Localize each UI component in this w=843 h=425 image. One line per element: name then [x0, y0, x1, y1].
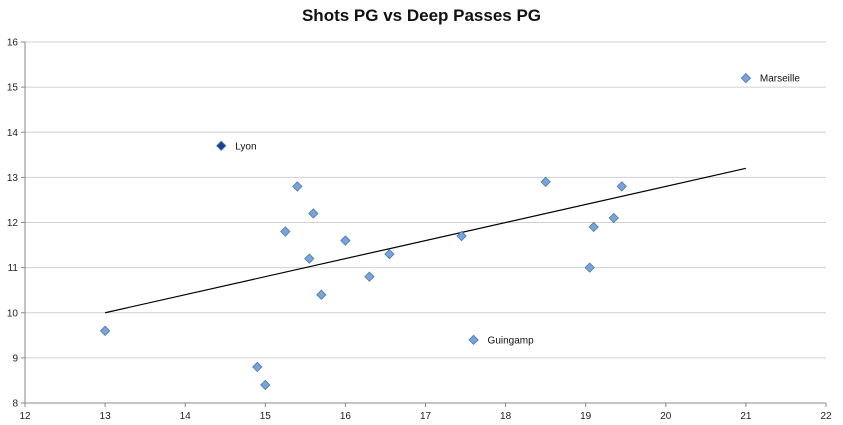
data-points: [99, 72, 752, 391]
data-point: [740, 72, 752, 84]
x-tick-label: 14: [180, 411, 192, 422]
gridlines: [25, 41, 826, 359]
axes: [21, 41, 827, 407]
data-point: [292, 181, 303, 192]
data-point: [308, 208, 319, 219]
x-tick-label: 21: [740, 411, 752, 422]
data-point: [316, 289, 327, 300]
data-point: [456, 230, 467, 242]
y-tick-label: 15: [7, 83, 19, 94]
data-point: [608, 212, 619, 224]
data-point: [252, 361, 263, 373]
data-point: [588, 221, 599, 233]
x-tick-label: 17: [420, 411, 432, 422]
y-tick-label: 12: [7, 218, 19, 229]
x-tick-label: 13: [100, 411, 112, 422]
x-tick-label: 20: [660, 411, 672, 422]
x-tick-labels: 12 13 14 15 16 17 18 19 20 21 22: [19, 411, 832, 422]
y-tick-label: 9: [12, 353, 18, 364]
x-tick-label: 15: [260, 411, 272, 422]
y-tick-labels: 8 9 10 11 12 13 14 15 16: [7, 38, 19, 410]
y-tick-label: 14: [7, 128, 19, 139]
data-point: [468, 334, 479, 345]
trendline: [104, 167, 747, 314]
data-point: [584, 262, 595, 273]
x-tick-label: 12: [19, 411, 31, 422]
trendline-group: [104, 167, 747, 314]
data-point: [99, 325, 111, 336]
x-tick-label: 16: [340, 411, 352, 422]
data-point: [384, 248, 395, 260]
y-tick-label: 11: [8, 263, 19, 274]
point-label: Lyon: [235, 141, 256, 152]
x-tick-label: 22: [820, 411, 832, 422]
data-point: [616, 181, 627, 192]
data-point: [260, 379, 271, 391]
point-label: Marseille: [760, 74, 800, 85]
y-tick-label: 8: [12, 399, 18, 410]
x-tick-label: 18: [500, 411, 512, 422]
point-label: Guingamp: [488, 335, 535, 346]
data-point: [216, 140, 227, 151]
y-tick-label: 16: [7, 38, 19, 49]
x-tick-label: 19: [580, 411, 592, 422]
data-point: [280, 226, 291, 237]
y-tick-label: 10: [7, 308, 19, 319]
data-point: [340, 235, 351, 246]
y-tick-label: 13: [7, 173, 19, 184]
data-point: [364, 271, 375, 282]
data-point: [304, 253, 315, 264]
point-labels: Marseille Lyon Guingamp: [235, 74, 800, 347]
data-point: [540, 176, 551, 188]
chart-title: Shots PG vs Deep Passes PG: [301, 6, 542, 25]
